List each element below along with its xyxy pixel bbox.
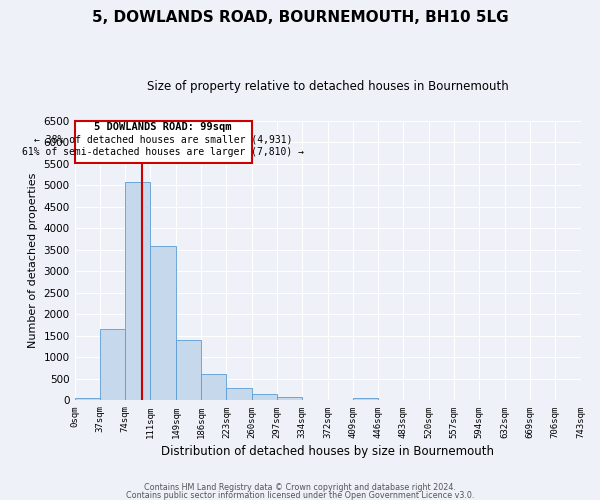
Bar [150, 246, 176, 400]
Bar [353, 398, 378, 400]
Bar [100, 330, 125, 400]
Bar [74, 398, 100, 400]
Bar [74, 120, 251, 163]
Y-axis label: Number of detached properties: Number of detached properties [28, 173, 38, 348]
Bar [201, 374, 226, 400]
X-axis label: Distribution of detached houses by size in Bournemouth: Distribution of detached houses by size … [161, 444, 494, 458]
Text: Contains public sector information licensed under the Open Government Licence v3: Contains public sector information licen… [126, 490, 474, 500]
Text: 5 DOWLANDS ROAD: 99sqm: 5 DOWLANDS ROAD: 99sqm [94, 122, 232, 132]
Bar [277, 397, 302, 400]
Bar [176, 340, 201, 400]
Text: 5, DOWLANDS ROAD, BOURNEMOUTH, BH10 5LG: 5, DOWLANDS ROAD, BOURNEMOUTH, BH10 5LG [92, 10, 508, 25]
Title: Size of property relative to detached houses in Bournemouth: Size of property relative to detached ho… [146, 80, 508, 93]
Bar [226, 388, 251, 400]
Text: Contains HM Land Registry data © Crown copyright and database right 2024.: Contains HM Land Registry data © Crown c… [144, 484, 456, 492]
Bar [251, 394, 277, 400]
Text: 61% of semi-detached houses are larger (7,810) →: 61% of semi-detached houses are larger (… [22, 147, 304, 157]
Text: ← 38% of detached houses are smaller (4,931): ← 38% of detached houses are smaller (4,… [34, 135, 292, 145]
Bar [125, 182, 150, 400]
